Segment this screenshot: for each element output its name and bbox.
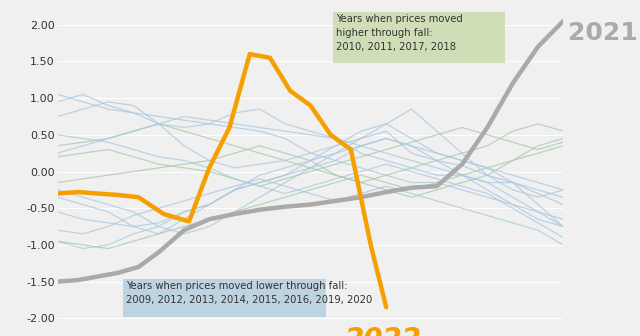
Text: 2021: 2021	[568, 21, 638, 45]
Text: 2022: 2022	[345, 326, 422, 336]
Text: Years when prices moved lower through fall:
2009, 2012, 2013, 2014, 2015, 2016, : Years when prices moved lower through fa…	[126, 281, 372, 305]
FancyBboxPatch shape	[333, 11, 505, 63]
FancyBboxPatch shape	[124, 279, 326, 317]
Text: Years when prices moved
higher through fall:
2010, 2011, 2017, 2018: Years when prices moved higher through f…	[336, 14, 463, 52]
